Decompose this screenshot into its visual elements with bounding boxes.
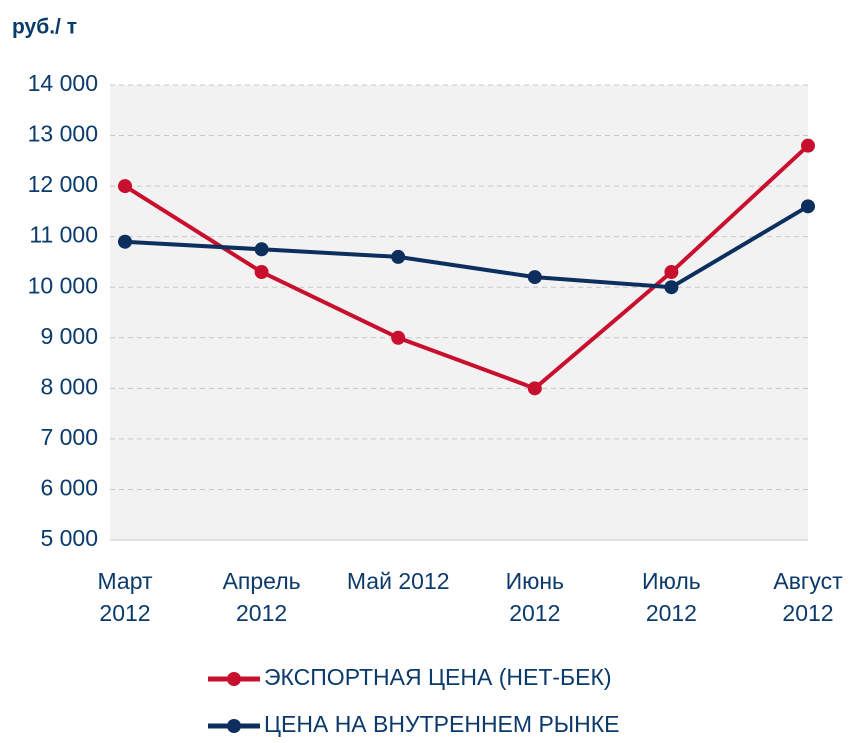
y-tick-label: 8 000 bbox=[40, 373, 98, 399]
x-tick-label-line: Июнь bbox=[506, 568, 564, 594]
series-line bbox=[124, 204, 810, 290]
x-tick-label-line: Апрель bbox=[223, 568, 301, 594]
data-point bbox=[527, 381, 542, 396]
x-tick-label-line: 2012 bbox=[509, 600, 560, 626]
x-tick-label-line: 2012 bbox=[782, 600, 833, 626]
data-point bbox=[254, 265, 269, 280]
data-point bbox=[664, 265, 679, 280]
x-tick-label-line: 2012 bbox=[236, 600, 287, 626]
legend-label: ЭКСПОРТНАЯ ЦЕНА (НЕТ-БЕК) bbox=[264, 664, 612, 690]
x-tick-label-line: Июль bbox=[642, 568, 701, 594]
data-point bbox=[391, 330, 406, 345]
y-tick-label: 10 000 bbox=[28, 272, 98, 298]
x-tick-label-line: 2012 bbox=[99, 600, 150, 626]
data-point bbox=[254, 242, 269, 257]
x-tick-label-line: 2012 bbox=[646, 600, 697, 626]
data-point bbox=[391, 249, 406, 264]
legend-marker bbox=[227, 719, 241, 733]
y-tick-label: 13 000 bbox=[28, 121, 98, 147]
series-line bbox=[123, 144, 810, 391]
x-tick-label: Июнь 2012 bbox=[506, 568, 564, 626]
y-tick-label: 6 000 bbox=[40, 475, 98, 501]
data-point bbox=[801, 199, 815, 214]
data-point bbox=[118, 234, 132, 249]
y-tick-label: 11 000 bbox=[29, 222, 98, 248]
x-tick-label-line: Август bbox=[773, 568, 843, 594]
data-point bbox=[664, 280, 679, 295]
y-axis-label: руб./ т bbox=[12, 16, 77, 39]
legend-label: ЦЕНА НА ВНУТРЕННЕМ РЫНКЕ bbox=[264, 711, 620, 737]
legend-marker bbox=[227, 672, 241, 686]
x-tick-label-line: Май 2012 bbox=[347, 568, 450, 594]
y-tick-label: 7 000 bbox=[40, 424, 98, 450]
x-tick-label-line: Март bbox=[97, 568, 152, 594]
data-point bbox=[801, 138, 815, 153]
x-tick-label: Май 2012 bbox=[347, 568, 450, 594]
plot-background bbox=[110, 85, 808, 540]
y-tick-label: 14 000 bbox=[28, 70, 98, 96]
y-tick-label: 9 000 bbox=[40, 323, 98, 349]
x-tick-label: Апрель 2012 bbox=[223, 568, 301, 626]
y-tick-label: 5 000 bbox=[40, 525, 98, 551]
data-point bbox=[118, 179, 132, 194]
x-tick-label: Март 2012 bbox=[97, 568, 152, 626]
x-tick-label: Июль 2012 bbox=[642, 568, 701, 626]
x-tick-label: Август 2012 bbox=[773, 568, 843, 626]
y-tick-label: 12 000 bbox=[28, 171, 98, 197]
data-point bbox=[527, 270, 542, 285]
